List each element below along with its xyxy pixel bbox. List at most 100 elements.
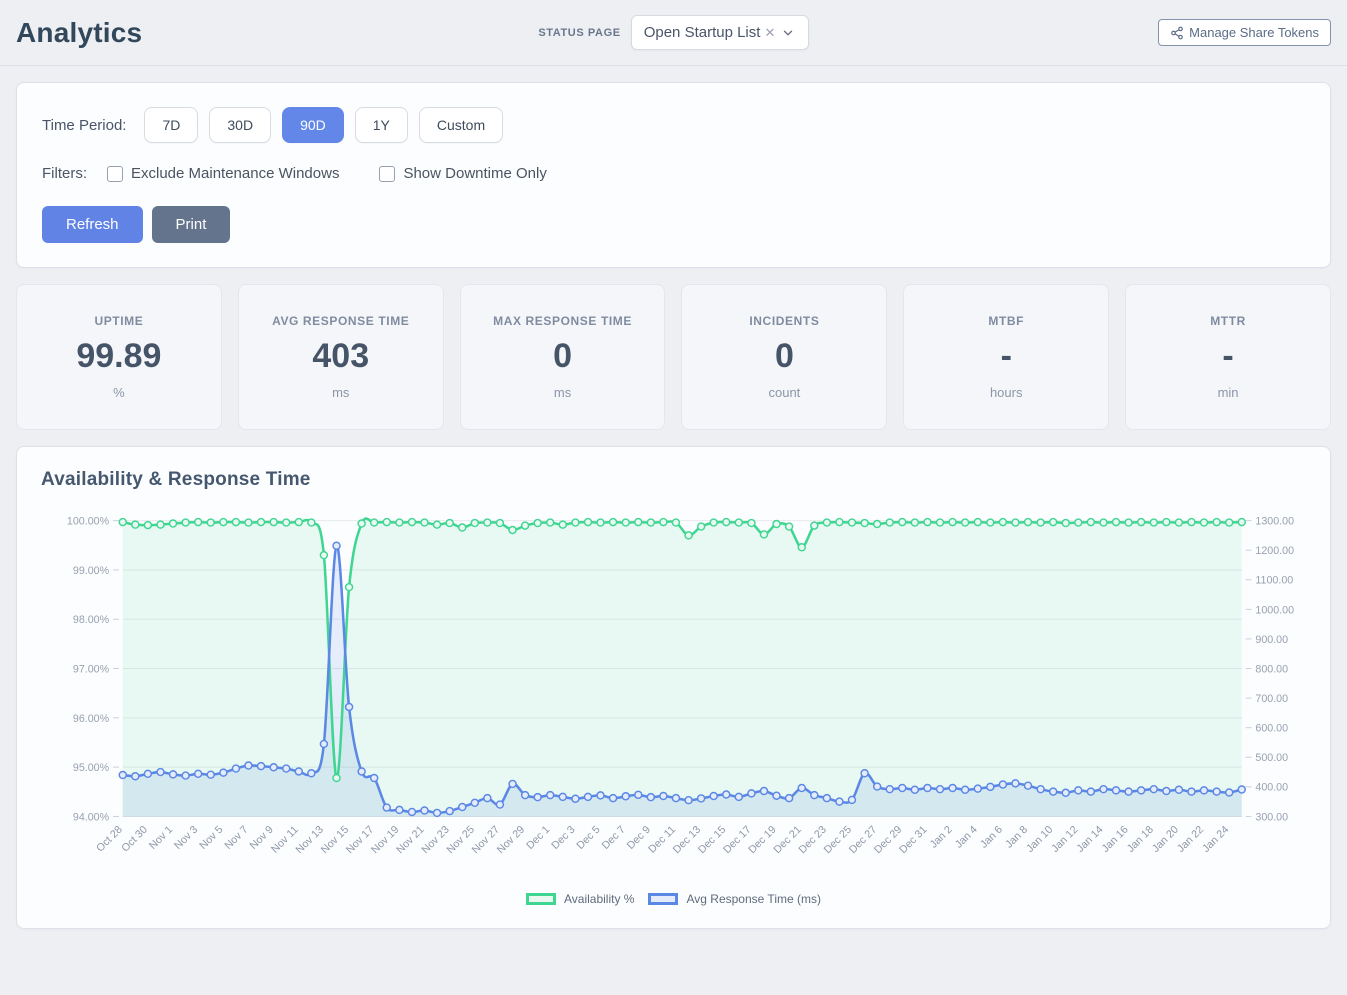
- app-header: Analytics STATUS PAGE Open Startup List …: [0, 0, 1347, 66]
- stat-card-max-response: MAX RESPONSE TIME 0 ms: [459, 284, 666, 430]
- svg-text:Jan 4: Jan 4: [953, 824, 980, 851]
- svg-text:95.00%: 95.00%: [73, 762, 110, 774]
- legend-label: Avg Response Time (ms): [686, 892, 821, 907]
- svg-text:98.00%: 98.00%: [73, 614, 110, 626]
- show-downtime-checkbox[interactable]: [379, 165, 396, 182]
- period-button-7d[interactable]: 7D: [144, 107, 199, 143]
- svg-text:Nov 5: Nov 5: [197, 824, 225, 852]
- stat-card-avg-response: AVG RESPONSE TIME 403 ms: [237, 284, 444, 430]
- svg-text:300.00: 300.00: [1255, 811, 1288, 823]
- response-time-swatch-icon: [648, 893, 679, 906]
- stat-value: -: [1222, 337, 1234, 375]
- stat-card-mttr: MTTR - min: [1125, 284, 1331, 430]
- page-title: Analytics: [16, 16, 143, 48]
- clear-selection-icon[interactable]: ✕: [764, 24, 776, 40]
- svg-text:Nov 3: Nov 3: [172, 824, 200, 852]
- svg-text:Oct 30: Oct 30: [119, 824, 150, 855]
- share-icon: [1170, 26, 1184, 40]
- svg-text:Jan 14: Jan 14: [1074, 824, 1105, 855]
- period-button-30d[interactable]: 30D: [209, 107, 272, 143]
- period-button-90d[interactable]: 90D: [282, 107, 344, 143]
- stat-value: 99.89: [76, 337, 162, 375]
- svg-text:1300.00: 1300.00: [1255, 516, 1294, 528]
- chevron-down-icon[interactable]: [781, 26, 795, 40]
- svg-text:Jan 2: Jan 2: [928, 824, 955, 851]
- chart-legend: Availability % Avg Response Time (ms): [41, 888, 1306, 914]
- svg-text:Jan 16: Jan 16: [1100, 824, 1131, 855]
- svg-text:94.00%: 94.00%: [73, 811, 110, 823]
- stat-label: INCIDENTS: [749, 314, 820, 328]
- svg-text:500.00: 500.00: [1255, 752, 1288, 764]
- availability-swatch-icon: [526, 893, 556, 906]
- chart-panel: Availability & Response Time 100.00% 99.0…: [16, 446, 1331, 930]
- status-page-label: STATUS PAGE: [538, 26, 621, 39]
- filters-label: Filters:: [42, 165, 87, 182]
- svg-text:Jan 6: Jan 6: [978, 824, 1005, 851]
- stat-label: AVG RESPONSE TIME: [272, 314, 410, 328]
- refresh-button[interactable]: Refresh: [42, 206, 143, 243]
- svg-text:Jan 24: Jan 24: [1200, 824, 1231, 855]
- svg-text:Oct 28: Oct 28: [94, 824, 125, 855]
- stat-value: 403: [312, 337, 370, 375]
- show-downtime-label: Show Downtime Only: [403, 165, 547, 182]
- svg-text:Jan 12: Jan 12: [1049, 824, 1080, 855]
- stat-value: 0: [553, 337, 573, 375]
- stat-value: 0: [774, 337, 794, 375]
- svg-text:1000.00: 1000.00: [1255, 604, 1294, 616]
- svg-text:Dec 1: Dec 1: [524, 824, 552, 852]
- availability-response-chart: 100.00% 99.00% 98.00% 97.00% 96.00% 95.00% 94.…: [41, 507, 1306, 888]
- svg-text:Jan 18: Jan 18: [1125, 824, 1156, 855]
- stat-unit: count: [768, 385, 801, 400]
- svg-text:100.00%: 100.00%: [67, 516, 110, 528]
- svg-text:Dec 31: Dec 31: [897, 824, 929, 856]
- svg-text:700.00: 700.00: [1255, 693, 1288, 705]
- stat-unit: hours: [989, 385, 1023, 400]
- svg-text:Dec 7: Dec 7: [600, 824, 628, 852]
- svg-text:Nov 7: Nov 7: [222, 824, 250, 852]
- time-period-group: 7D 30D 90D 1Y Custom: [144, 107, 504, 143]
- stat-label: MTTR: [1210, 314, 1246, 328]
- stat-card-uptime: UPTIME 99.89 %: [16, 284, 222, 430]
- stat-label: MTBF: [988, 314, 1025, 328]
- svg-text:900.00: 900.00: [1255, 634, 1288, 646]
- period-button-custom[interactable]: Custom: [418, 107, 504, 143]
- status-page-select[interactable]: Open Startup List ✕: [630, 15, 809, 50]
- svg-text:Jan 20: Jan 20: [1150, 824, 1181, 855]
- stat-unit: %: [113, 385, 125, 400]
- svg-text:96.00%: 96.00%: [73, 713, 110, 725]
- filter-panel: Time Period: 7D 30D 90D 1Y Custom Filter…: [16, 82, 1331, 268]
- legend-item-availability[interactable]: Availability %: [526, 892, 634, 906]
- manage-share-tokens-button[interactable]: Manage Share Tokens: [1158, 19, 1332, 46]
- svg-text:Dec 5: Dec 5: [574, 824, 602, 852]
- svg-text:Jan 22: Jan 22: [1175, 824, 1206, 855]
- svg-text:97.00%: 97.00%: [73, 663, 110, 675]
- period-button-1y[interactable]: 1Y: [354, 107, 408, 143]
- exclude-maintenance-label: Exclude Maintenance Windows: [131, 165, 340, 182]
- legend-item-response-time[interactable]: Avg Response Time (ms): [648, 892, 821, 906]
- svg-text:99.00%: 99.00%: [73, 565, 110, 577]
- svg-text:400.00: 400.00: [1255, 782, 1288, 794]
- stat-card-incidents: INCIDENTS 0 count: [681, 284, 888, 430]
- stats-row: UPTIME 99.89 % AVG RESPONSE TIME 403 ms …: [16, 284, 1331, 430]
- svg-text:Jan 10: Jan 10: [1024, 824, 1055, 855]
- stat-label: UPTIME: [94, 314, 144, 328]
- exclude-maintenance-checkbox[interactable]: [107, 165, 123, 182]
- stat-label: MAX RESPONSE TIME: [493, 314, 633, 328]
- svg-text:Nov 29: Nov 29: [495, 824, 527, 856]
- stat-unit: min: [1217, 385, 1239, 400]
- chart-title: Availability & Response Time: [41, 469, 311, 490]
- stat-value: -: [1000, 337, 1012, 375]
- svg-text:1200.00: 1200.00: [1255, 545, 1294, 557]
- svg-text:600.00: 600.00: [1255, 723, 1288, 735]
- svg-text:1100.00: 1100.00: [1255, 575, 1293, 587]
- svg-text:Dec 3: Dec 3: [549, 824, 577, 852]
- legend-label: Availability %: [564, 892, 635, 907]
- chart-canvas: 100.00% 99.00% 98.00% 97.00% 96.00% 95.00% 94.…: [67, 516, 1294, 857]
- print-button[interactable]: Print: [151, 206, 231, 243]
- manage-share-tokens-label: Manage Share Tokens: [1189, 25, 1320, 40]
- svg-text:800.00: 800.00: [1255, 663, 1288, 675]
- stat-unit: ms: [553, 385, 572, 400]
- status-page-selected-value: Open Startup List: [643, 24, 761, 41]
- time-period-label: Time Period:: [42, 116, 127, 134]
- svg-text:Nov 1: Nov 1: [147, 824, 175, 852]
